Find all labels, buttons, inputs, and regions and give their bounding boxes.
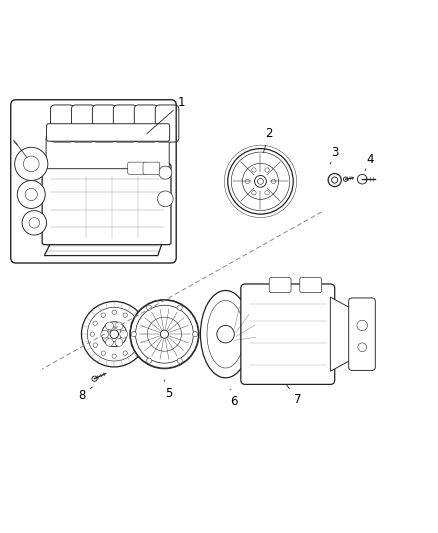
Polygon shape [330, 297, 354, 372]
Circle shape [160, 330, 169, 338]
FancyBboxPatch shape [46, 135, 169, 169]
Circle shape [258, 179, 263, 184]
Text: 5: 5 [164, 380, 173, 400]
Circle shape [107, 327, 121, 341]
FancyBboxPatch shape [269, 277, 291, 293]
Polygon shape [44, 243, 162, 256]
Circle shape [81, 302, 147, 367]
Text: 6: 6 [230, 389, 238, 408]
Circle shape [14, 147, 48, 181]
FancyBboxPatch shape [155, 105, 179, 142]
Circle shape [25, 188, 37, 200]
Circle shape [115, 322, 123, 330]
Circle shape [93, 321, 97, 325]
Circle shape [228, 149, 293, 214]
Circle shape [23, 156, 39, 172]
Circle shape [101, 330, 109, 338]
FancyBboxPatch shape [92, 105, 116, 142]
Circle shape [134, 332, 138, 336]
Text: 8: 8 [78, 387, 92, 402]
FancyBboxPatch shape [113, 105, 137, 142]
Circle shape [328, 174, 341, 187]
Circle shape [357, 320, 367, 330]
Circle shape [123, 351, 127, 356]
Circle shape [131, 300, 198, 368]
Circle shape [123, 313, 127, 317]
Circle shape [357, 174, 367, 184]
Circle shape [332, 177, 338, 183]
FancyBboxPatch shape [241, 284, 335, 384]
Text: 1: 1 [147, 96, 186, 134]
FancyBboxPatch shape [134, 105, 158, 142]
Circle shape [135, 305, 193, 363]
Circle shape [192, 332, 198, 337]
Circle shape [265, 190, 269, 195]
Circle shape [112, 354, 117, 358]
FancyBboxPatch shape [71, 105, 95, 142]
FancyBboxPatch shape [42, 164, 171, 245]
Text: 7: 7 [286, 384, 301, 406]
Circle shape [101, 313, 106, 317]
Circle shape [358, 343, 367, 352]
Circle shape [112, 310, 117, 314]
Ellipse shape [201, 290, 251, 378]
Circle shape [115, 338, 123, 346]
Circle shape [22, 211, 46, 235]
Circle shape [106, 322, 113, 330]
Circle shape [177, 305, 182, 310]
Text: 3: 3 [330, 147, 339, 164]
Circle shape [131, 332, 136, 337]
Circle shape [343, 177, 348, 181]
Circle shape [265, 168, 269, 172]
FancyBboxPatch shape [349, 298, 375, 370]
Circle shape [252, 190, 256, 195]
Circle shape [146, 358, 152, 364]
Circle shape [101, 351, 106, 356]
Circle shape [157, 191, 173, 207]
Circle shape [217, 326, 234, 343]
Circle shape [17, 181, 45, 208]
Circle shape [93, 343, 97, 348]
FancyBboxPatch shape [300, 277, 321, 293]
Circle shape [120, 330, 127, 338]
Circle shape [224, 145, 297, 217]
Circle shape [254, 175, 266, 187]
Circle shape [92, 376, 97, 381]
FancyBboxPatch shape [143, 162, 159, 174]
Text: 4: 4 [365, 153, 373, 171]
Circle shape [252, 168, 256, 172]
Circle shape [106, 338, 113, 346]
Circle shape [131, 321, 135, 325]
Circle shape [177, 358, 182, 364]
Circle shape [272, 179, 276, 183]
Circle shape [245, 179, 250, 183]
Text: 2: 2 [264, 127, 273, 152]
Circle shape [29, 217, 39, 228]
Circle shape [159, 166, 172, 179]
FancyBboxPatch shape [128, 162, 147, 174]
Circle shape [243, 163, 279, 199]
Circle shape [102, 322, 127, 346]
Circle shape [90, 332, 95, 336]
Circle shape [110, 330, 118, 338]
Circle shape [146, 305, 152, 310]
FancyBboxPatch shape [46, 124, 170, 141]
Circle shape [131, 343, 135, 348]
FancyBboxPatch shape [50, 105, 74, 142]
